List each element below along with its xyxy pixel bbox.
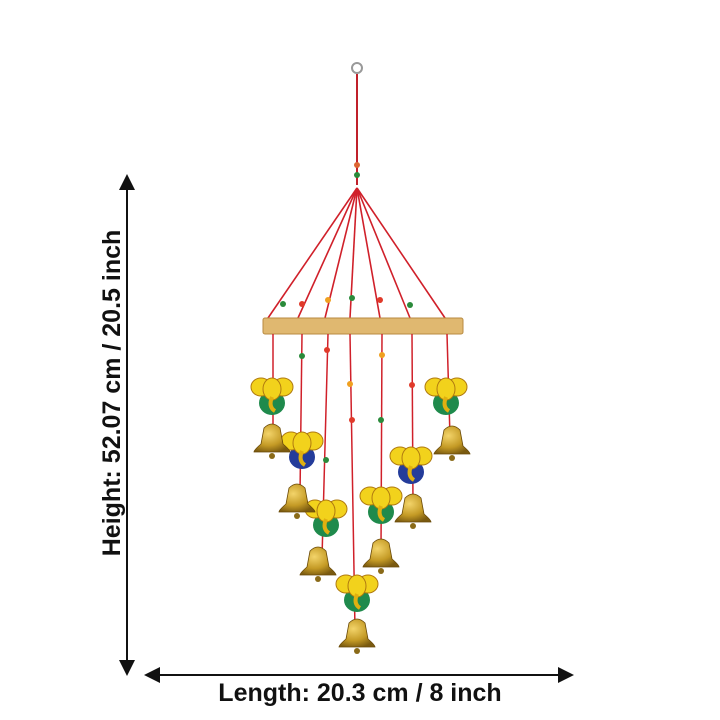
fan-strings xyxy=(267,187,446,319)
brass-bell xyxy=(299,546,337,582)
ganesha-figure xyxy=(389,446,433,484)
brass-bell xyxy=(394,493,432,529)
ganesha-figure xyxy=(250,377,294,415)
ganesha-figure xyxy=(335,574,379,612)
brass-bell xyxy=(278,483,316,519)
ganesha-figure xyxy=(304,499,348,537)
ganesha-figures xyxy=(250,377,468,612)
brass-bell xyxy=(433,425,471,461)
ganesha-figure xyxy=(424,377,468,415)
brass-bell xyxy=(338,618,376,654)
ganesha-figure xyxy=(359,486,403,524)
beads xyxy=(280,295,413,308)
string-beads xyxy=(299,347,415,463)
ganesha-figure xyxy=(280,431,324,469)
brass-bell xyxy=(362,538,400,574)
hook-ring xyxy=(351,62,363,74)
bells xyxy=(253,423,471,654)
wooden-bar xyxy=(262,317,464,335)
height-label: Height: 52.07 cm / 20.5 inch xyxy=(98,230,126,557)
length-label: Length: 20.3 cm / 8 inch xyxy=(218,679,501,707)
brass-bell xyxy=(253,423,291,459)
